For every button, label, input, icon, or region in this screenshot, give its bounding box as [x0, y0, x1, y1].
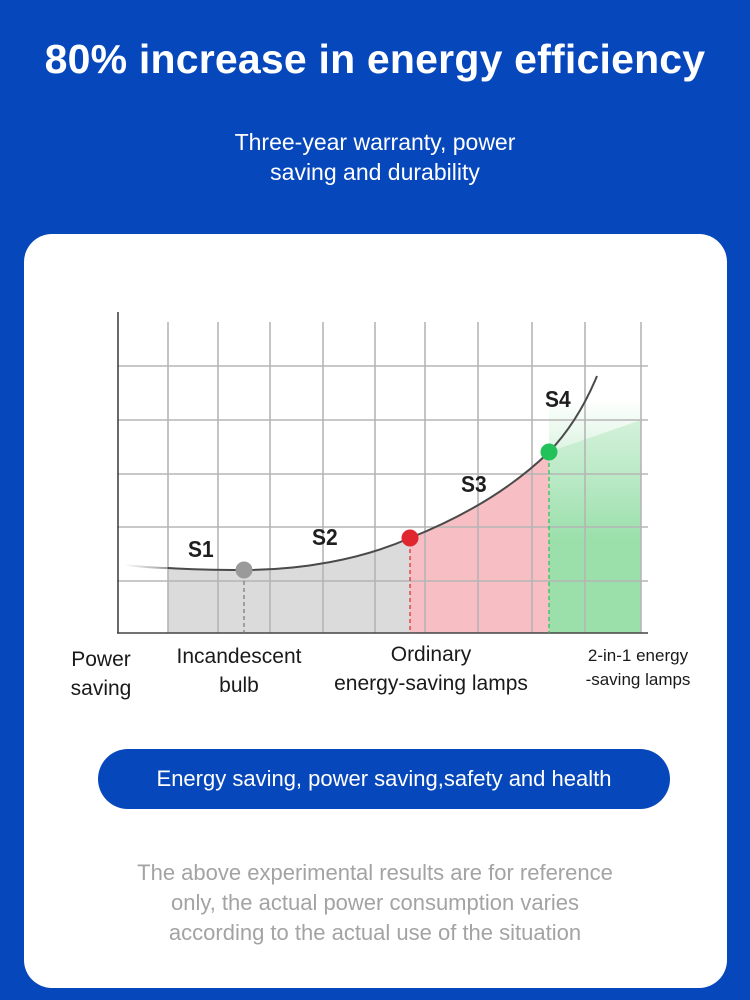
stage-label-s1: S1	[188, 536, 214, 562]
subtitle: Three-year warranty, power saving and du…	[0, 127, 750, 187]
subtitle-line-2: saving and durability	[270, 159, 480, 185]
stage-label-s3: S3	[461, 471, 487, 497]
horizontal-gridlines	[117, 365, 648, 582]
x-label-ordinary: Ordinary energy-saving lamps	[334, 643, 528, 695]
red-marker	[401, 529, 419, 547]
x-label-incandescent: Incandescent bulb	[176, 645, 302, 697]
x-label-power-saving: Power saving	[70, 648, 132, 700]
vertical-gridlines	[167, 322, 642, 633]
pink-region	[410, 452, 549, 633]
green-marker	[540, 443, 558, 461]
feature-pill: Energy saving, power saving,safety and h…	[98, 749, 670, 809]
gray-marker	[235, 561, 253, 579]
stage-label-s2: S2	[312, 524, 338, 550]
green-region	[549, 400, 641, 633]
subtitle-line-1: Three-year warranty, power	[234, 129, 516, 155]
x-label-2in1: 2-in-1 energy -saving lamps	[585, 646, 691, 689]
gray-region	[168, 538, 410, 633]
footnote: The above experimental results are for r…	[137, 860, 613, 945]
curve-tail	[124, 564, 169, 569]
headline: 80% increase in energy efficiency	[44, 36, 706, 82]
stage-label-s4: S4	[545, 386, 571, 412]
